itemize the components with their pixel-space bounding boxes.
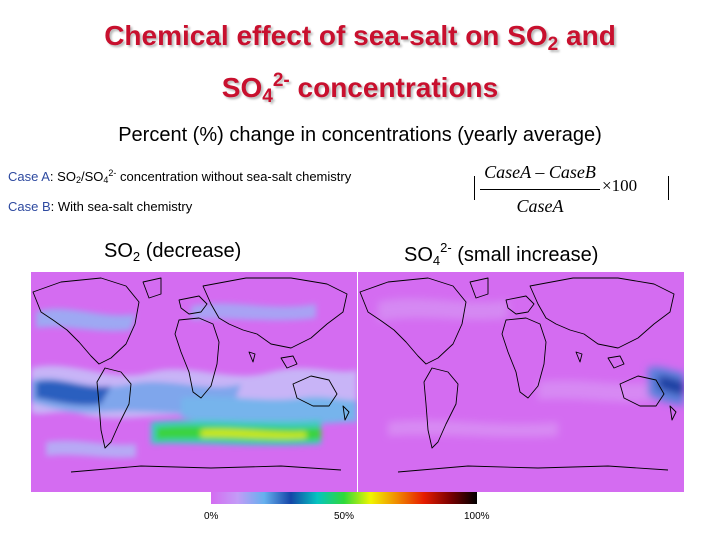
title-line-2: SO42- concentrations <box>221 70 499 107</box>
so4-field <box>378 298 684 438</box>
so4-change-map <box>358 272 684 492</box>
percent-change-formula: CaseA – CaseB CaseA ×100 <box>468 160 676 222</box>
colorbar-tick-0: 0% <box>204 511 219 522</box>
so4-map-graphic <box>358 272 684 492</box>
abs-bar-left <box>474 176 475 200</box>
so2-change-map <box>31 272 357 492</box>
so2-map-label: SO2 (decrease) <box>104 240 242 264</box>
formula-denominator: CaseA <box>516 196 564 216</box>
coastlines-left <box>32 277 350 473</box>
title-line-1: Chemical effect of sea-salt on SO2 and <box>104 20 616 55</box>
formula-numerator: CaseA – CaseB <box>484 162 596 182</box>
formula-multiplier: ×100 <box>602 176 638 195</box>
case-a-label: Case A <box>8 169 50 184</box>
subtitle: Percent (%) change in concentrations (ye… <box>118 124 602 146</box>
abs-bar-right <box>668 176 669 200</box>
case-a-description: Case A: SO2/SO42- concentration without … <box>8 168 352 185</box>
so4-map-label: SO42- (small increase) <box>404 240 599 268</box>
fraction-line <box>480 189 600 190</box>
colorbar-tick-100: 100% <box>464 511 490 522</box>
case-b-description: Case B: With sea-salt chemistry <box>8 199 193 214</box>
colorbar <box>211 492 477 504</box>
so2-map-graphic <box>31 272 357 492</box>
colorbar-tick-50: 50% <box>334 511 355 522</box>
coastlines-right <box>359 277 677 473</box>
case-b-label: Case B <box>8 199 51 214</box>
slide-title: Chemical effect of sea-salt on SO2 and S… <box>0 18 720 115</box>
so2-field <box>31 303 357 458</box>
colorbar-fill <box>211 492 477 504</box>
